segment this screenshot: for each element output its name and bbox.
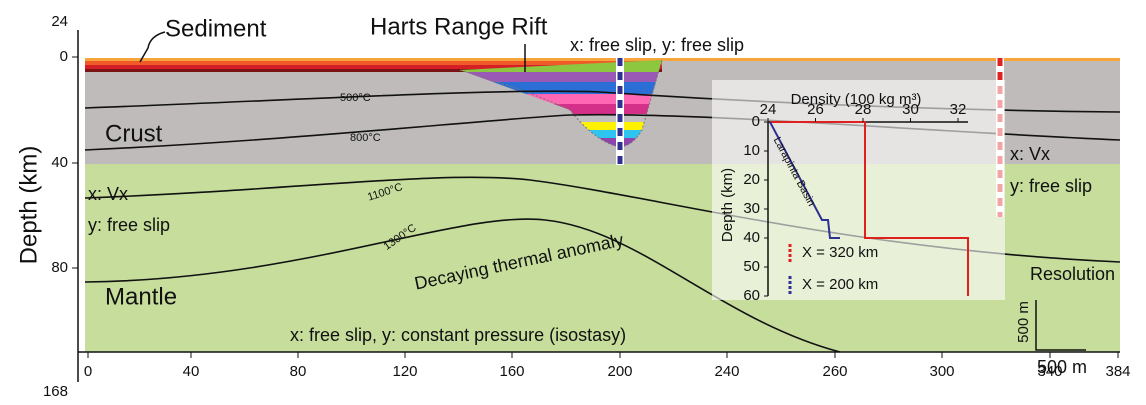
left-bc: y: free slip [88,215,170,235]
y-tick-label: 80 [51,259,68,276]
isotherm-label: 500°C [340,92,371,104]
bottom-bc: x: free slip, y: constant pressure (isos… [290,325,626,345]
y-axis-label: Depth (km) [15,146,42,265]
y-tick-label: 0 [60,48,68,65]
inset-x-tick-label: 24 [760,101,777,118]
x-tick-label: 300 [929,363,954,380]
inset-y-tick-label: 40 [743,229,760,246]
sediment-top [85,58,1120,61]
top-bc: x: free slip, y: free slip [570,35,744,55]
resolution-v: 500 m [1015,301,1032,343]
figure: 500°C 800°C 1100°C 1300°C Density (100 k… [0,0,1146,405]
x-tick-label: 80 [290,363,307,380]
inset-y-tick-label: 10 [743,142,760,159]
inset-x-tick-label: 26 [807,101,824,118]
isotherm-label: 800°C [350,132,381,144]
right-bc: y: free slip [1010,176,1092,196]
y-tick-label: 168 [43,383,68,400]
inset-x-tick-label: 30 [902,101,919,118]
x-tick-label: 40 [183,363,200,380]
x-tick-label: 260 [822,363,847,380]
x-tick-label: 340 [1037,363,1062,380]
inset-y-tick-label: 0 [752,113,760,130]
x-tick-label: 0 [84,363,92,380]
inset-y-tick-label: 50 [743,258,760,275]
inset-y-label: Depth (km) [719,168,736,242]
legend-label: X = 320 km [802,244,878,261]
left-bc: x: Vx [88,184,128,204]
y-tick-label: 24 [51,13,68,30]
right-bc: x: Vx [1010,144,1050,164]
inset-y-tick-label: 60 [743,287,760,304]
inset-x-tick-label: 32 [950,101,967,118]
inset-y-tick-label: 20 [743,171,760,188]
y-tick-label: 40 [51,154,68,171]
rift-label: Harts Range Rift [370,13,548,40]
x-tick-label: 240 [714,363,739,380]
resolution-label: Resolution [1030,264,1115,284]
sediment-label: Sediment [165,15,267,42]
sediment-pointer [140,32,165,62]
crust-label: Crust [105,120,163,147]
x-tick-label: 160 [499,363,524,380]
legend-label: X = 200 km [802,276,878,293]
x-tick-label: 120 [392,363,417,380]
inset-x-tick-label: 28 [855,101,872,118]
x-tick-label: 384 [1105,363,1130,380]
inset-y-tick-label: 30 [743,200,760,217]
x-tick-label: 200 [607,363,632,380]
mantle-label: Mantle [105,283,177,310]
